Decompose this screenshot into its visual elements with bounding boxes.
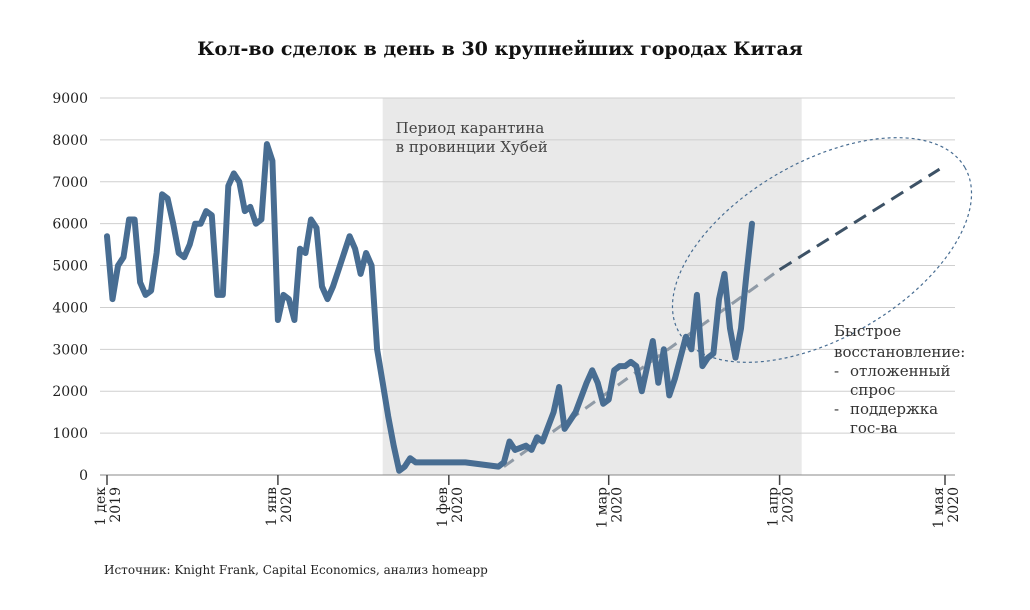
x-tick-label-group: 1 мар 2020 — [595, 487, 626, 529]
x-tick-label-group: 1 дек 2019 — [93, 487, 124, 526]
series-line — [104, 141, 755, 474]
y-tick-label: 9000 — [52, 91, 88, 107]
x-tick-label-year: 2019 — [108, 487, 124, 523]
x-tick-label-year: 2020 — [279, 487, 295, 523]
x-tick-label-group: 1 фев 2020 — [435, 487, 466, 528]
y-tick-label: 7000 — [52, 175, 88, 191]
x-tick-label-group: 1 апр 2020 — [766, 487, 797, 527]
annotation-title: Быстрое — [834, 322, 901, 340]
x-tick-label: 1 мар — [595, 487, 611, 529]
y-tick-label: 8000 — [52, 133, 88, 149]
x-tick-label-year: 2020 — [450, 487, 466, 523]
x-axis: 1 дек 2019 1 янв 2020 1 фев 2020 1 мар 2020 1 ап… — [93, 475, 962, 529]
bullet-text: спрос — [850, 381, 895, 399]
annotation-title-line2: восстановление: — [834, 343, 965, 361]
quarantine-label-line2: в провинции Хубей — [396, 138, 548, 156]
x-tick-label-year: 2020 — [781, 487, 797, 523]
bullet-text: гос-ва — [850, 419, 898, 437]
quarantine-band — [382, 98, 802, 475]
y-tick-label: 3000 — [52, 342, 88, 358]
y-tick-label: 0 — [79, 468, 88, 484]
bullet-text: поддержка — [850, 400, 938, 418]
bullet-marker: - — [834, 400, 839, 418]
x-tick-label: 1 апр — [766, 487, 782, 527]
x-tick-label: 1 янв — [264, 487, 280, 527]
x-tick-label: 1 мая — [931, 487, 947, 529]
forecast-line — [778, 167, 941, 271]
y-tick-label: 5000 — [52, 259, 88, 275]
quarantine-label: Период карантина — [396, 119, 545, 137]
recovery-ellipse — [671, 137, 973, 363]
source-note: Источник: Knight Frank, Capital Economic… — [104, 563, 488, 577]
recovery-annotation: Быстрое восстановление: - отложенный спр… — [834, 322, 965, 437]
grid-lines — [100, 97, 955, 476]
x-tick-label: 1 фев — [435, 487, 451, 528]
y-axis-tick-labels: 0 1000 2000 3000 4000 5000 6000 7000 8000 9000 — [52, 91, 88, 484]
trend-line — [503, 268, 781, 468]
chart-title: Кол-во сделок в день в 30 крупнейших гор… — [197, 38, 803, 60]
x-tick-label-year: 2020 — [610, 487, 626, 523]
y-tick-label: 6000 — [52, 217, 88, 233]
x-tick-label-year: 2020 — [946, 487, 962, 523]
y-tick-label: 1000 — [52, 426, 88, 442]
y-tick-label: 2000 — [52, 384, 88, 400]
x-tick-label: 1 дек — [93, 487, 109, 526]
x-tick-label-group: 1 янв 2020 — [264, 487, 295, 527]
bullet-text: отложенный — [850, 362, 951, 380]
bullet-marker: - — [834, 362, 839, 380]
x-tick-label-group: 1 мая 2020 — [931, 487, 962, 529]
y-tick-label: 4000 — [52, 300, 88, 316]
